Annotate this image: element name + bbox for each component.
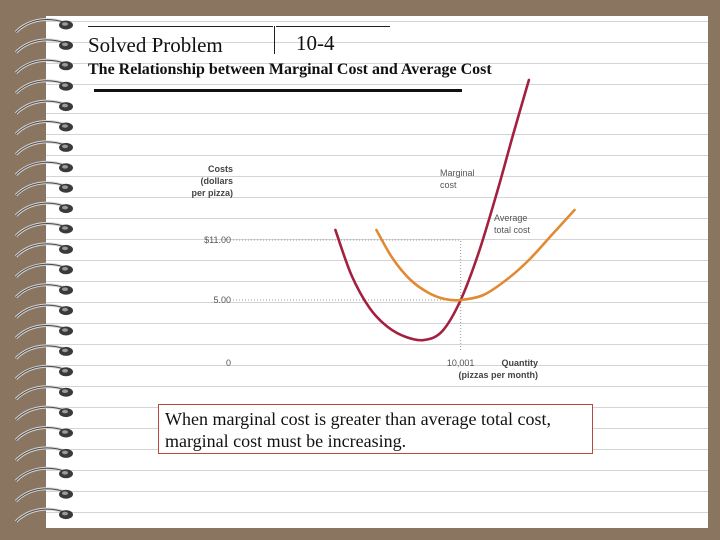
binding-ring — [14, 160, 73, 176]
atc-label-line-2: total cost — [494, 225, 531, 235]
y-tick-label: 5.00 — [213, 295, 231, 305]
callout-text: When marginal cost is greater than avera… — [165, 409, 552, 451]
binding-ring — [14, 201, 73, 217]
binding-ring — [14, 344, 73, 360]
binding-ring — [14, 262, 73, 278]
binding-ring — [14, 140, 73, 156]
binding-ring — [14, 181, 73, 197]
y-tick-label: $11.00 — [204, 235, 231, 245]
binding-ring — [14, 507, 73, 523]
binding-ring — [14, 324, 73, 340]
binding-ring — [14, 487, 73, 503]
header-divider — [274, 26, 275, 54]
binding-ring — [14, 222, 73, 238]
marginal-cost-curve — [334, 78, 531, 342]
section-label: Solved Problem — [88, 33, 223, 57]
binding-ring — [14, 120, 73, 136]
binding-ring — [14, 446, 73, 462]
notebook-page — [46, 16, 708, 528]
x-axis-label-line-2: (pizzas per month) — [458, 370, 538, 380]
y-axis-label-line-3: per pizza) — [191, 188, 233, 198]
binding-ring — [14, 79, 73, 95]
binding-ring — [14, 38, 73, 54]
binding-ring — [14, 99, 73, 115]
binding-ring — [14, 242, 73, 258]
binding-ring — [14, 405, 73, 421]
binding-ring — [14, 364, 73, 380]
problem-number: 10-4 — [296, 31, 335, 55]
y-axis-label-line-2: (dollars — [200, 176, 233, 186]
y-axis-label-line-1: Costs — [208, 164, 233, 174]
binding-ring — [14, 18, 73, 34]
binding-ring — [14, 58, 73, 74]
header-rule-left — [88, 26, 273, 27]
origin-label: 0 — [226, 358, 231, 368]
binding-ring — [14, 283, 73, 299]
binding-ring — [14, 466, 73, 482]
mc-label-line-2: cost — [440, 180, 457, 190]
x-tick-label: 10,001 — [447, 358, 475, 368]
binding-ring — [14, 385, 73, 401]
slide-title: The Relationship between Marginal Cost a… — [88, 61, 492, 78]
average-total-cost-curve — [375, 208, 576, 302]
title-underline — [94, 89, 462, 92]
callout-box: When marginal cost is greater than avera… — [158, 404, 593, 454]
atc-label-line-1: Average — [494, 213, 527, 223]
x-axis-label-line-1: Quantity — [501, 358, 538, 368]
binding-ring — [14, 426, 73, 442]
spiral-binding — [14, 18, 73, 523]
header-rule-right — [276, 26, 390, 27]
mc-label-line-1: Marginal — [440, 168, 475, 178]
binding-ring — [14, 303, 73, 319]
